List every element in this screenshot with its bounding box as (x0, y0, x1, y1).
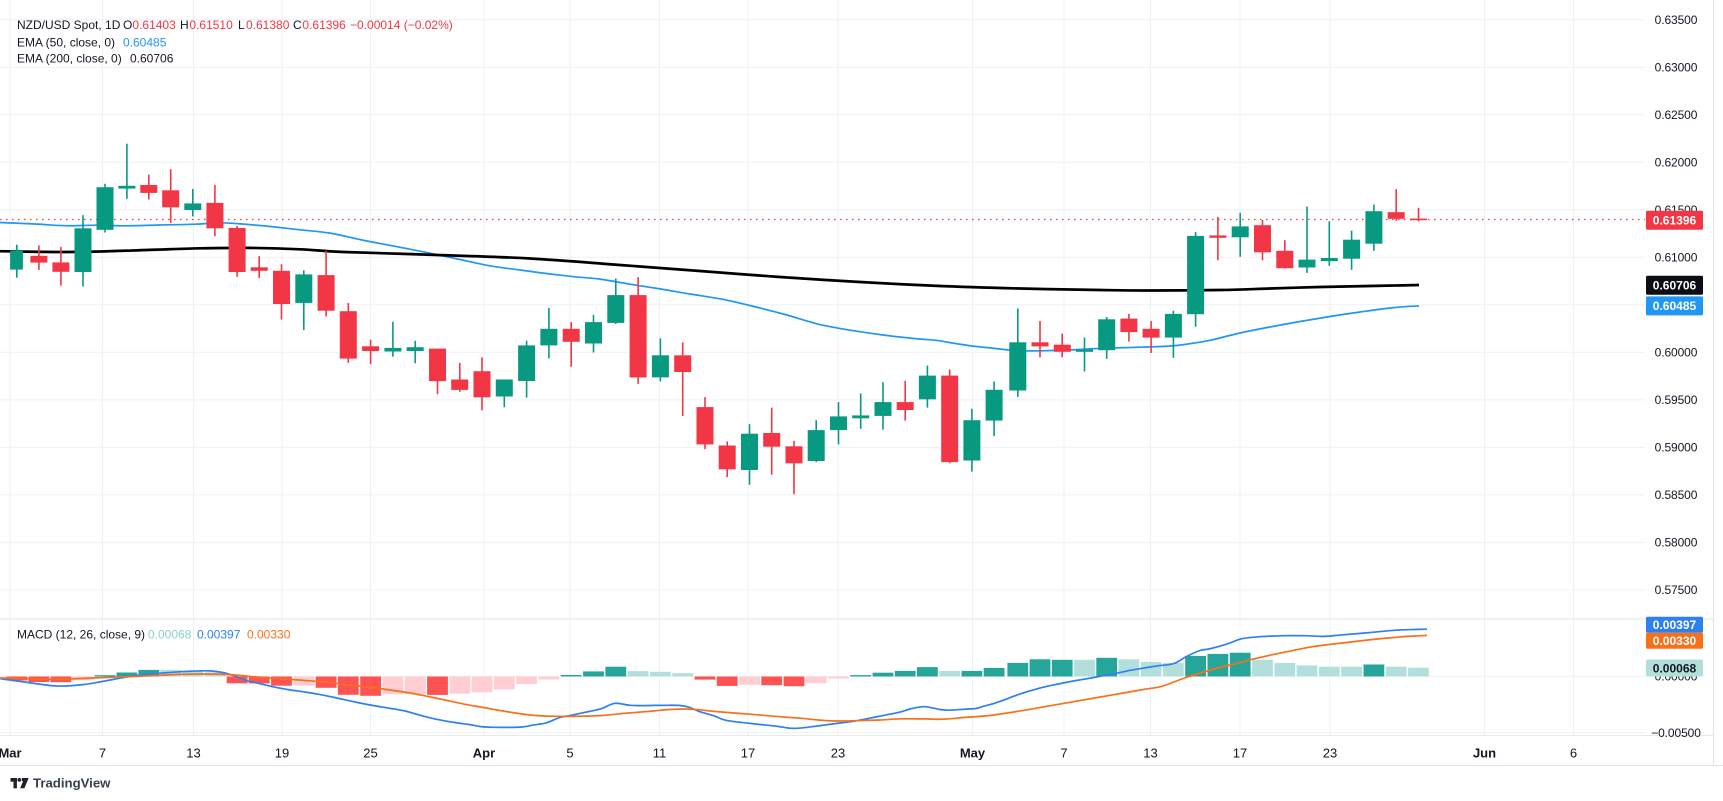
svg-text:13: 13 (186, 746, 200, 761)
svg-text:6: 6 (1570, 746, 1577, 761)
svg-text:17: 17 (741, 746, 755, 761)
svg-text:0.60485: 0.60485 (123, 36, 167, 50)
svg-text:EMA (50, close, 0): EMA (50, close, 0) (17, 36, 115, 50)
svg-text:0.00068: 0.00068 (1653, 661, 1697, 675)
svg-text:0.63000: 0.63000 (1655, 61, 1698, 75)
svg-text:0.62500: 0.62500 (1655, 108, 1698, 122)
svg-text:0.62000: 0.62000 (1655, 156, 1698, 170)
svg-text:EMA (200, close, 0)0.60706: EMA (200, close, 0) 0.60706 (17, 52, 174, 66)
svg-text:Mar: Mar (0, 746, 22, 761)
svg-text:0.60485: 0.60485 (1653, 299, 1697, 313)
svg-text:−0.00500: −0.00500 (1651, 726, 1701, 740)
svg-text:19: 19 (275, 746, 289, 761)
svg-text:17: 17 (1233, 746, 1247, 761)
svg-text:0.58500: 0.58500 (1655, 488, 1698, 502)
svg-text:TradingView: TradingView (33, 776, 111, 791)
svg-text:MACD (12, 26, close, 9): MACD (12, 26, close, 9) (17, 628, 145, 642)
svg-text:23: 23 (831, 746, 845, 761)
svg-text:0.59500: 0.59500 (1655, 393, 1698, 407)
svg-text:25: 25 (363, 746, 377, 761)
svg-text:13: 13 (1143, 746, 1157, 761)
svg-text:0.58000: 0.58000 (1655, 536, 1698, 550)
svg-text:0.59000: 0.59000 (1655, 441, 1698, 455)
svg-text:0.60000: 0.60000 (1655, 346, 1698, 360)
svg-text:7: 7 (99, 746, 106, 761)
svg-text:7: 7 (1060, 746, 1067, 761)
svg-text:Apr: Apr (473, 746, 495, 761)
svg-text:Jun: Jun (1473, 746, 1496, 761)
svg-text:11: 11 (653, 746, 667, 761)
svg-text:5: 5 (566, 746, 573, 761)
svg-text:0.60706: 0.60706 (1653, 279, 1697, 293)
svg-text:0.57500: 0.57500 (1655, 583, 1698, 597)
svg-text:0.63500: 0.63500 (1655, 13, 1698, 27)
svg-text:0.00397: 0.00397 (1653, 618, 1697, 632)
svg-text:0.61000: 0.61000 (1655, 251, 1698, 265)
svg-text:0.00330: 0.00330 (1653, 634, 1697, 648)
svg-text:23: 23 (1323, 746, 1337, 761)
svg-text:May: May (960, 746, 986, 761)
svg-text:0.61396: 0.61396 (1653, 214, 1697, 228)
